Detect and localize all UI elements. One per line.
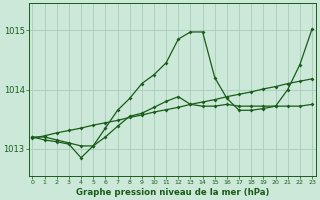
X-axis label: Graphe pression niveau de la mer (hPa): Graphe pression niveau de la mer (hPa)	[76, 188, 269, 197]
